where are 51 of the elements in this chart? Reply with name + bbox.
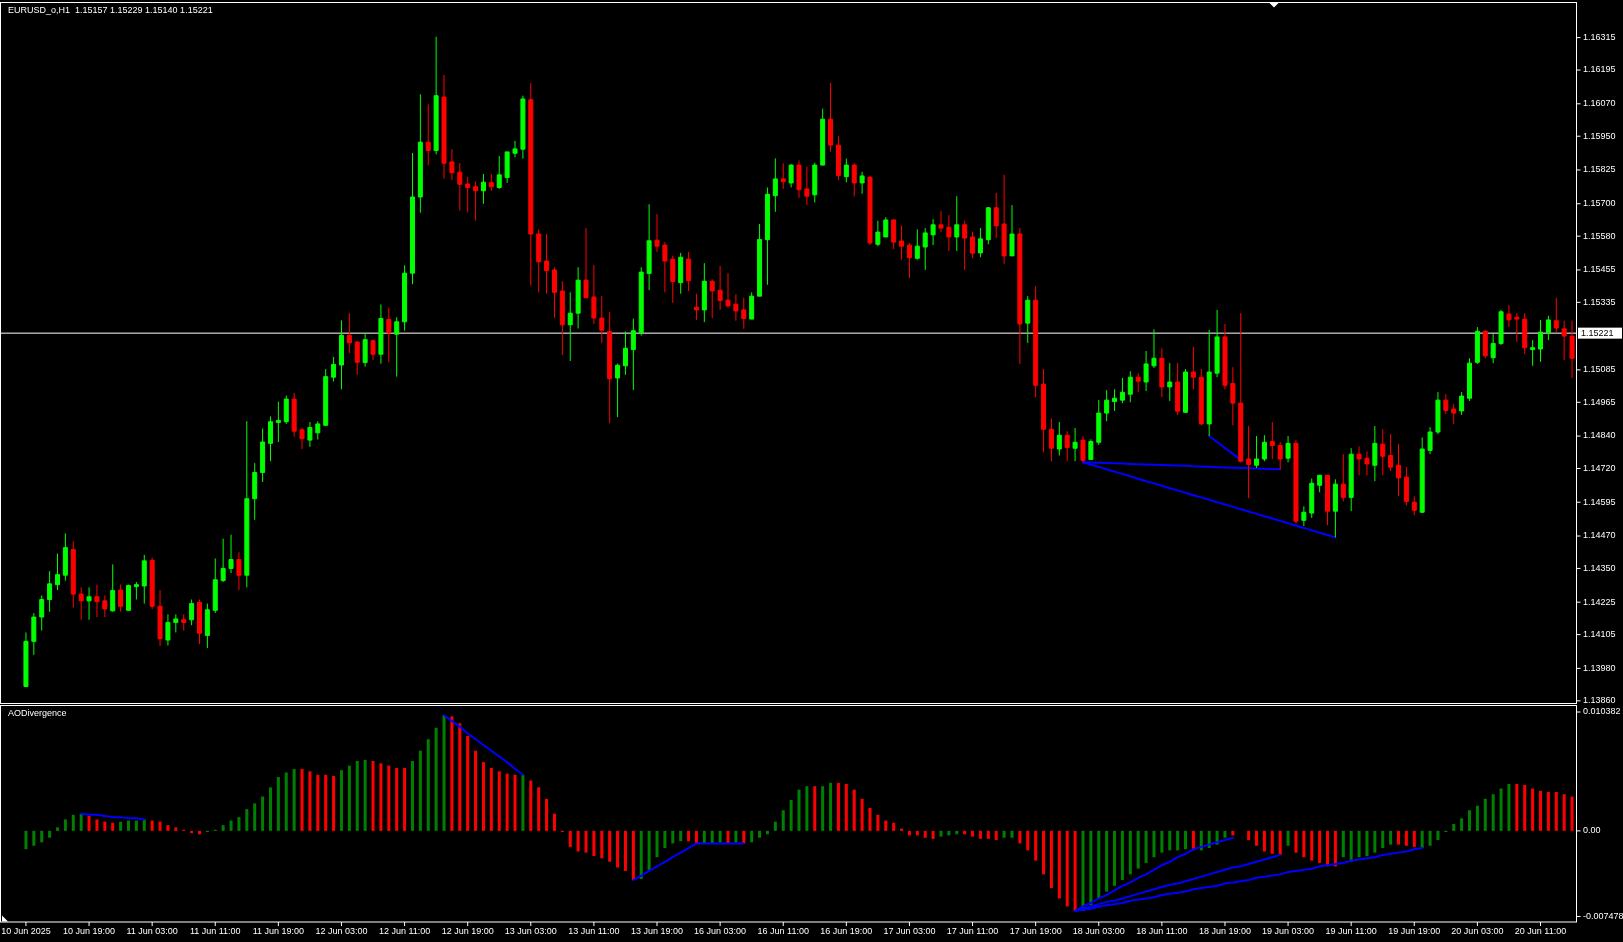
x-tick-label: 19 Jun 19:00	[1388, 926, 1441, 937]
y-tick-label: 1.15335	[1583, 296, 1616, 307]
x-tick-label: 12 Jun 03:00	[315, 926, 368, 937]
x-tick-label: 20 Jun 11:00	[1514, 926, 1567, 937]
x-tick-label: 11 Jun 03:00	[126, 926, 178, 937]
x-tick-label: 17 Jun 03:00	[883, 926, 936, 937]
y-tick-label: 0.00	[1583, 825, 1601, 836]
x-tick-label: 20 Jun 03:00	[1451, 926, 1504, 937]
x-tick-label: 11 Jun 11:00	[189, 926, 241, 937]
x-tick-label: 16 Jun 19:00	[820, 926, 873, 937]
x-tick-label: 13 Jun 11:00	[568, 926, 620, 937]
x-tick-label: 10 Jun 19:00	[63, 926, 116, 937]
x-tick-label: 18 Jun 03:00	[1072, 926, 1125, 937]
x-tick-label: 10 Jun 2025	[1, 926, 51, 937]
x-tick-label: 12 Jun 19:00	[441, 926, 494, 937]
y-tick-label: -0.007478	[1583, 910, 1623, 921]
ref-line-label: 1.15221	[1581, 327, 1614, 338]
y-tick-label: 1.15825	[1583, 164, 1616, 175]
y-tick-label: 1.16195	[1583, 64, 1616, 75]
x-tick-label: 17 Jun 19:00	[1009, 926, 1062, 937]
y-tick-label: 1.15455	[1583, 264, 1616, 275]
x-tick-label: 12 Jun 11:00	[378, 926, 431, 937]
y-tick-label: 1.15085	[1583, 364, 1616, 375]
x-tick-label: 19 Jun 11:00	[1325, 926, 1377, 937]
y-tick-label: 1.14350	[1583, 562, 1616, 573]
y-tick-label: 1.14595	[1583, 496, 1616, 507]
y-tick-label: 1.14470	[1583, 530, 1616, 541]
x-tick-label: 17 Jun 11:00	[946, 926, 999, 937]
y-tick-label: 1.14965	[1583, 396, 1616, 407]
y-tick-label: 1.14225	[1583, 596, 1616, 607]
y-tick-label: 1.14840	[1583, 430, 1616, 441]
x-tick-label: 16 Jun 03:00	[694, 926, 747, 937]
y-tick-label: 1.16315	[1583, 31, 1616, 42]
x-tick-label: 19 Jun 03:00	[1262, 926, 1315, 937]
x-tick-label: 13 Jun 03:00	[504, 926, 557, 937]
y-tick-label: 1.15700	[1583, 198, 1616, 209]
y-tick-label: 1.15580	[1583, 230, 1616, 241]
chart-title: AODivergence	[8, 707, 67, 718]
chart-title: EURUSD_o,H1 1.15157 1.15229 1.15140 1.15221	[8, 4, 213, 15]
y-tick-label: 1.16070	[1583, 98, 1616, 109]
y-tick-label: 0.010382	[1583, 706, 1621, 717]
y-tick-label: 1.14720	[1583, 462, 1616, 473]
y-tick-label: 1.15950	[1583, 130, 1616, 141]
x-tick-label: 11 Jun 19:00	[252, 926, 305, 937]
y-tick-label: 1.13860	[1583, 695, 1616, 706]
x-tick-label: 18 Jun 19:00	[1198, 926, 1251, 937]
x-tick-label: 13 Jun 19:00	[630, 926, 684, 937]
x-tick-label: 18 Jun 11:00	[1136, 926, 1188, 937]
x-tick-label: 16 Jun 11:00	[757, 926, 809, 937]
y-tick-label: 1.14105	[1583, 628, 1616, 639]
y-tick-label: 1.13980	[1583, 662, 1616, 673]
